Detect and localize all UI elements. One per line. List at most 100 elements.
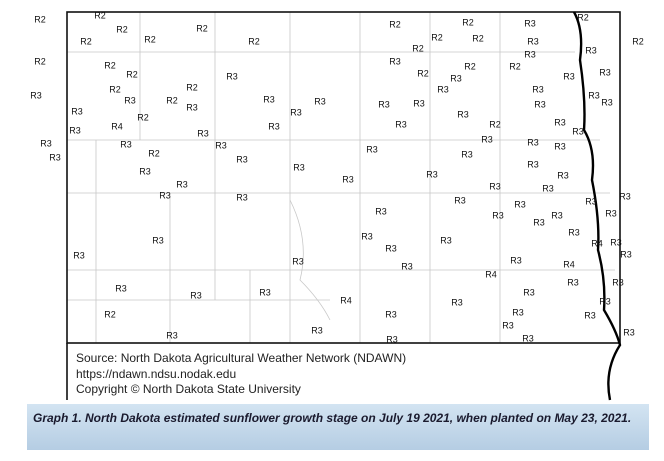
stage-label: R3 xyxy=(554,117,566,127)
stage-label: R3 xyxy=(584,310,596,320)
stage-label: R3 xyxy=(311,325,323,335)
red-river xyxy=(572,11,622,401)
stage-label: R3 xyxy=(385,309,397,319)
stage-label: R3 xyxy=(454,195,466,205)
stage-label: R3 xyxy=(551,210,563,220)
county-lines xyxy=(67,12,615,343)
stage-label: R3 xyxy=(115,283,127,293)
stage-label: R3 xyxy=(292,256,304,266)
stage-label: R3 xyxy=(524,18,536,28)
stage-label: R3 xyxy=(413,98,425,108)
stage-label: R3 xyxy=(620,249,632,259)
stage-label: R4 xyxy=(591,238,603,248)
stage-label: R3 xyxy=(605,208,617,218)
stage-label: R3 xyxy=(502,320,514,330)
stage-label: R2 xyxy=(166,95,178,105)
stage-label: R2 xyxy=(472,33,484,43)
stage-label: R3 xyxy=(226,71,238,81)
stage-label: R3 xyxy=(572,126,584,136)
stage-label: R3 xyxy=(139,166,151,176)
stage-label: R2 xyxy=(577,12,589,22)
stage-label: R3 xyxy=(527,159,539,169)
stage-label: R2 xyxy=(248,36,260,46)
stage-label: R3 xyxy=(236,192,248,202)
stage-label: R3 xyxy=(124,95,136,105)
stage-label: R3 xyxy=(186,102,198,112)
stage-label: R2 xyxy=(104,309,116,319)
stage-label: R3 xyxy=(599,296,611,306)
stage-label: R3 xyxy=(375,206,387,216)
stage-label: R3 xyxy=(601,97,613,107)
stage-label: R2 xyxy=(109,84,121,94)
stage-label: R3 xyxy=(542,183,554,193)
stage-label: R3 xyxy=(71,106,83,116)
stage-label: R3 xyxy=(263,94,275,104)
stage-label: R4 xyxy=(485,269,497,279)
stage-label: R3 xyxy=(461,149,473,159)
stage-label: R2 xyxy=(632,36,644,46)
stage-label: R3 xyxy=(342,174,354,184)
source-line: Copyright © North Dakota State Universit… xyxy=(76,382,301,396)
stage-label: R3 xyxy=(385,243,397,253)
stage-label: R3 xyxy=(457,109,469,119)
stage-label: R3 xyxy=(361,231,373,241)
stage-label: R3 xyxy=(599,67,611,77)
source-line: Source: North Dakota Agricultural Weathe… xyxy=(76,351,407,365)
stage-label: R4 xyxy=(111,121,123,131)
stage-label: R3 xyxy=(489,181,501,191)
source-line: https://ndawn.ndsu.nodak.edu xyxy=(76,366,237,381)
stage-label: R2 xyxy=(34,14,46,24)
stage-label: R3 xyxy=(259,287,271,297)
stage-label: R4 xyxy=(340,295,352,305)
stage-label: R3 xyxy=(159,190,171,200)
stage-label: R4 xyxy=(563,259,575,269)
stage-label: R2 xyxy=(144,34,156,44)
stage-label: R2 xyxy=(417,68,429,78)
stage-label: R3 xyxy=(523,287,535,297)
stage-label: R3 xyxy=(166,330,178,340)
stage-label: R3 xyxy=(623,327,635,337)
stage-label: R2 xyxy=(148,148,160,158)
stage-label: R3 xyxy=(176,179,188,189)
caption: Graph 1. North Dakota estimated sunflowe… xyxy=(27,404,649,450)
stage-label: R3 xyxy=(563,71,575,81)
stage-label: R3 xyxy=(190,290,202,300)
stage-label: R2 xyxy=(464,61,476,71)
stage-label: R3 xyxy=(612,277,624,287)
stage-label: R3 xyxy=(492,210,504,220)
stage-label: R3 xyxy=(524,49,536,59)
stage-label: R3 xyxy=(527,36,539,46)
stage-label: R3 xyxy=(120,139,132,149)
stage-label: R3 xyxy=(534,99,546,109)
stage-label: R3 xyxy=(290,107,302,117)
stage-label: R3 xyxy=(73,250,85,260)
stage-label: R2 xyxy=(196,23,208,33)
stage-label: R3 xyxy=(585,45,597,55)
stage-label: R2 xyxy=(80,36,92,46)
stage-label: R3 xyxy=(389,56,401,66)
stage-label: R3 xyxy=(401,261,413,271)
stage-label: R2 xyxy=(186,82,198,92)
stage-label: R3 xyxy=(236,154,248,164)
stage-label: R3 xyxy=(197,128,209,138)
stage-label: R3 xyxy=(40,138,52,148)
stage-label: R2 xyxy=(489,119,501,129)
stage-label: R3 xyxy=(568,227,580,237)
stage-label: R3 xyxy=(378,99,390,109)
stage-label: R3 xyxy=(527,137,539,147)
stage-labels: R2 R2 R2 R2 R2 R2 R2 R2 R2 R3 R2 R2 R2 R3 R2 R3 R3 R2 R2 R2… xyxy=(30,10,644,344)
stage-label: R3 xyxy=(514,199,526,209)
stage-label: R3 xyxy=(49,152,61,162)
stage-label: R3 xyxy=(512,307,524,317)
stage-label: R3 xyxy=(522,333,534,343)
stage-label: R3 xyxy=(610,237,622,247)
stage-label: R3 xyxy=(395,119,407,129)
stage-label: R2 xyxy=(462,17,474,27)
stage-label: R2 xyxy=(116,24,128,34)
stage-label: R2 xyxy=(94,10,106,20)
stage-label: R3 xyxy=(215,140,227,150)
stage-label: R2 xyxy=(104,60,116,70)
stage-label: R3 xyxy=(152,235,164,245)
